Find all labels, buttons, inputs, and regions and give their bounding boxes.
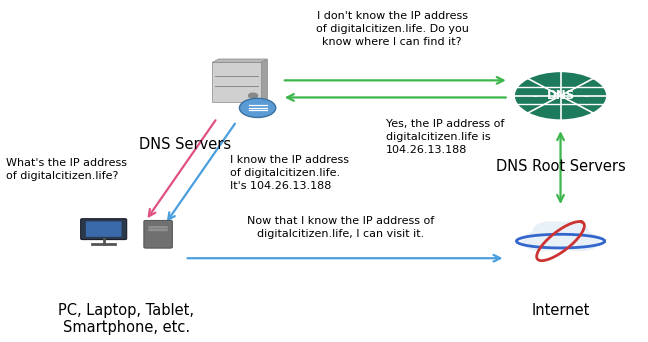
Text: Yes, the IP address of
digitalcitizen.life is
104.26.13.188: Yes, the IP address of digitalcitizen.li… [386, 119, 504, 155]
Polygon shape [212, 63, 260, 102]
Text: Now that I know the IP address of
digitalcitizen.life, I can visit it.: Now that I know the IP address of digita… [247, 216, 434, 239]
Circle shape [514, 71, 607, 120]
Circle shape [239, 98, 275, 118]
FancyBboxPatch shape [144, 220, 172, 248]
Circle shape [522, 231, 561, 251]
Circle shape [533, 222, 588, 250]
Text: PC, Laptop, Tablet,
Smartphone, etc.: PC, Laptop, Tablet, Smartphone, etc. [58, 303, 194, 335]
Circle shape [552, 221, 588, 240]
Text: DNS: DNS [546, 89, 575, 102]
Circle shape [248, 93, 257, 98]
FancyBboxPatch shape [80, 219, 126, 239]
Text: Internet: Internet [531, 303, 590, 318]
FancyBboxPatch shape [86, 222, 122, 237]
Text: I know the IP address
of digitalcitizen.life.
It's 104.26.13.188: I know the IP address of digitalcitizen.… [230, 155, 349, 191]
Text: –: – [533, 91, 537, 101]
FancyBboxPatch shape [148, 229, 168, 231]
Text: –: – [584, 91, 588, 101]
Polygon shape [212, 59, 267, 63]
Text: DNS Servers: DNS Servers [139, 137, 231, 152]
Text: I don't know the IP address
of digitalcitizen.life. Do you
know where I can find: I don't know the IP address of digitalci… [316, 11, 469, 47]
FancyBboxPatch shape [148, 226, 168, 228]
Text: What's the IP address
of digitalcitizen.life?: What's the IP address of digitalcitizen.… [6, 158, 128, 181]
Circle shape [533, 221, 569, 240]
Circle shape [561, 231, 599, 251]
Polygon shape [219, 59, 267, 98]
Text: DNS Root Servers: DNS Root Servers [496, 159, 625, 174]
